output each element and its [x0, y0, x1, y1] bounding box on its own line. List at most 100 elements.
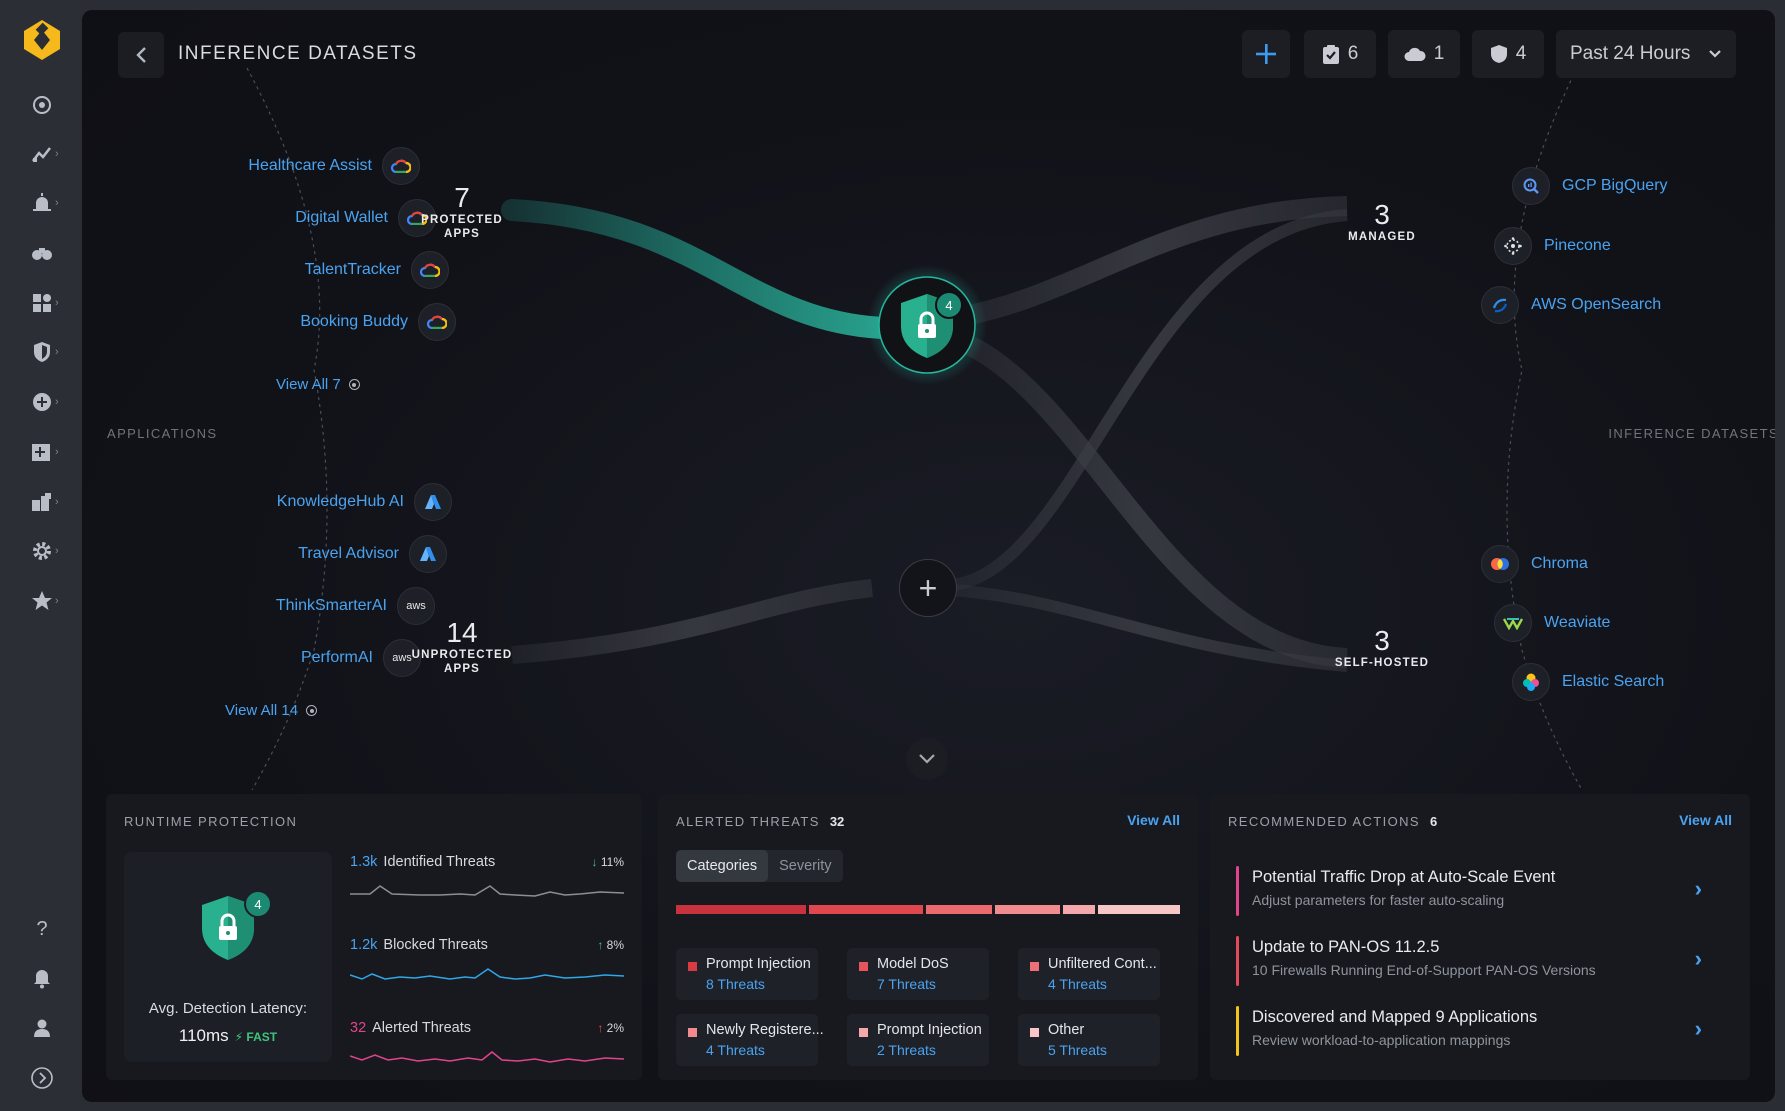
inventory-icon[interactable]: [28, 438, 56, 466]
runtime-protection-title: RUNTIME PROTECTION: [124, 814, 298, 829]
notifications-icon[interactable]: [28, 964, 56, 992]
hub-badge: 4: [935, 291, 963, 319]
tab-severity[interactable]: Severity: [779, 858, 832, 874]
app-item[interactable]: Booking Buddy: [300, 303, 456, 341]
metric-value: 32: [350, 1020, 367, 1036]
category-bar-segment: [926, 905, 992, 914]
threat-category-tile[interactable]: Other 5 Threats: [1018, 1014, 1160, 1066]
threat-category-tile[interactable]: Model DoS 7 Threats: [847, 948, 989, 1000]
dashboard-icon[interactable]: [28, 289, 56, 317]
overview-icon[interactable]: [28, 91, 56, 119]
chevron-right-icon[interactable]: ›: [1694, 946, 1702, 971]
app-item[interactable]: TalentTracker: [305, 251, 449, 289]
threat-category-tile[interactable]: Unfiltered Cont... 4 Threats: [1018, 948, 1160, 1000]
app-label: TalentTracker: [304, 261, 401, 278]
view-all-label: View All 14: [225, 702, 299, 719]
metric-alerted-threats[interactable]: 32 Alerted Threats ↑ 2%: [350, 1020, 624, 1080]
main-canvas: 4 + INFERENCE DATASETS 6 1 4 Past 24 Hou…: [82, 10, 1775, 1102]
action-item[interactable]: Discovered and Mapped 9 Applications Rev…: [1236, 1006, 1706, 1058]
back-button[interactable]: [118, 32, 164, 78]
view-all-protected-link[interactable]: View All 7: [276, 376, 360, 393]
category-count: 4 Threats: [706, 1042, 765, 1058]
metric-blocked-threats[interactable]: 1.2k Blocked Threats ↑ 8%: [350, 937, 624, 997]
action-severity-bar: [1236, 866, 1239, 916]
objects-icon[interactable]: [28, 488, 56, 516]
chevron-right-icon: ›: [55, 396, 59, 408]
dataset-item[interactable]: Elastic Search: [1512, 663, 1664, 701]
app-label: PerformAI: [300, 649, 373, 666]
google-cloud-icon: [411, 251, 449, 289]
analytics-icon[interactable]: [28, 140, 56, 168]
google-cloud-icon: [418, 303, 456, 341]
action-subtitle: Adjust parameters for faster auto-scalin…: [1252, 892, 1505, 908]
add-protection-button[interactable]: +: [899, 559, 957, 617]
sidebar: › › › › › › › › › ?: [0, 0, 80, 1111]
app-label: Travel Advisor: [298, 545, 399, 562]
category-swatch: [688, 1028, 697, 1037]
discover-icon[interactable]: [28, 239, 56, 267]
dataset-item[interactable]: Chroma: [1481, 545, 1588, 583]
user-icon[interactable]: [28, 1014, 56, 1042]
threat-category-tile[interactable]: Newly Registere... 4 Threats: [676, 1014, 824, 1066]
managed-stat[interactable]: 3 MANAGED: [1337, 200, 1427, 244]
plus-icon: [1256, 44, 1276, 64]
time-range-select[interactable]: Past 24 Hours: [1556, 30, 1736, 78]
app-item[interactable]: Healthcare Assist: [248, 147, 420, 185]
add-service-icon[interactable]: [28, 388, 56, 416]
self-hosted-count: 3: [1374, 625, 1390, 656]
app-label: Healthcare Assist: [248, 157, 372, 174]
app-item[interactable]: Travel Advisor: [298, 535, 447, 573]
chevron-right-icon[interactable]: ›: [1694, 1016, 1702, 1041]
favorites-icon[interactable]: [28, 587, 56, 615]
actions-view-all-link[interactable]: View All: [1679, 812, 1732, 828]
arrow-up-icon: ↑: [597, 938, 604, 952]
view-all-unprotected-link[interactable]: View All 14: [225, 702, 318, 719]
add-button[interactable]: [1242, 30, 1290, 78]
help-icon[interactable]: ?: [36, 917, 48, 940]
app-label: ThinkSmarterAI: [275, 597, 387, 614]
scroll-down-button[interactable]: [906, 738, 948, 780]
app-item[interactable]: ThinkSmarterAI aws: [276, 587, 435, 625]
alerted-view-all-link[interactable]: View All: [1127, 812, 1180, 828]
latency-status-text: FAST: [246, 1030, 278, 1044]
action-subtitle: Review workload-to-application mappings: [1252, 1032, 1511, 1048]
metric-identified-threats[interactable]: 1.3k Identified Threats ↓ 11%: [350, 854, 624, 914]
action-item[interactable]: Update to PAN-OS 11.2.5 10 Firewalls Run…: [1236, 936, 1706, 988]
security-icon[interactable]: [28, 338, 56, 366]
metric-label: Identified Threats: [383, 854, 496, 870]
alerted-threats-count: 32: [829, 814, 845, 829]
action-item[interactable]: Potential Traffic Drop at Auto-Scale Eve…: [1236, 866, 1706, 918]
dataset-item[interactable]: AWS OpenSearch: [1481, 286, 1661, 324]
shield-button[interactable]: 4: [1472, 30, 1544, 78]
runtime-summary-card: 4 Avg. Detection Latency: 110ms ⚡ FAST: [124, 852, 332, 1062]
tasks-button[interactable]: 6: [1304, 30, 1376, 78]
category-bar-segment: [809, 905, 924, 914]
app-label: Booking Buddy: [300, 313, 408, 330]
tab-categories[interactable]: Categories: [676, 850, 769, 882]
dataset-item[interactable]: Pinecone: [1494, 227, 1611, 265]
managed-count: 3: [1374, 199, 1390, 230]
threat-category-tile[interactable]: Prompt Injection 8 Threats: [676, 948, 818, 1000]
settings-icon[interactable]: [28, 537, 56, 565]
cloud-button[interactable]: 1: [1388, 30, 1460, 78]
dataset-item[interactable]: Weaviate: [1494, 604, 1610, 642]
metric-delta: ↑ 8%: [597, 938, 624, 952]
brand-logo-icon[interactable]: [20, 18, 64, 62]
threat-category-tile[interactable]: Prompt Injection 2 Threats: [847, 1014, 989, 1066]
app-item[interactable]: KnowledgeHub AI: [277, 483, 452, 521]
category-distribution-bar: [676, 905, 1180, 914]
chevron-right-icon[interactable]: ›: [1694, 876, 1702, 901]
metric-value: 1.3k: [350, 854, 378, 870]
app-item[interactable]: PerformAI aws: [301, 639, 421, 677]
recommended-actions-panel: RECOMMENDED ACTIONS 6 View All Potential …: [1210, 794, 1750, 1080]
alerts-icon[interactable]: [28, 189, 56, 217]
protected-apps-stat[interactable]: 7 PROTECTED APPS: [412, 183, 512, 241]
self-hosted-stat[interactable]: 3 SELF-HOSTED: [1327, 626, 1437, 670]
unprotected-apps-stat[interactable]: 14 UNPROTECTED APPS: [402, 618, 522, 676]
dataset-item[interactable]: GCP BigQuery: [1512, 167, 1668, 205]
app-item[interactable]: Digital Wallet: [295, 199, 436, 237]
threat-view-tabs: Categories Severity: [676, 850, 843, 882]
category-bar-segment: [676, 905, 807, 914]
expand-sidebar-icon[interactable]: [28, 1064, 56, 1092]
chevron-right-icon: ›: [55, 545, 59, 557]
